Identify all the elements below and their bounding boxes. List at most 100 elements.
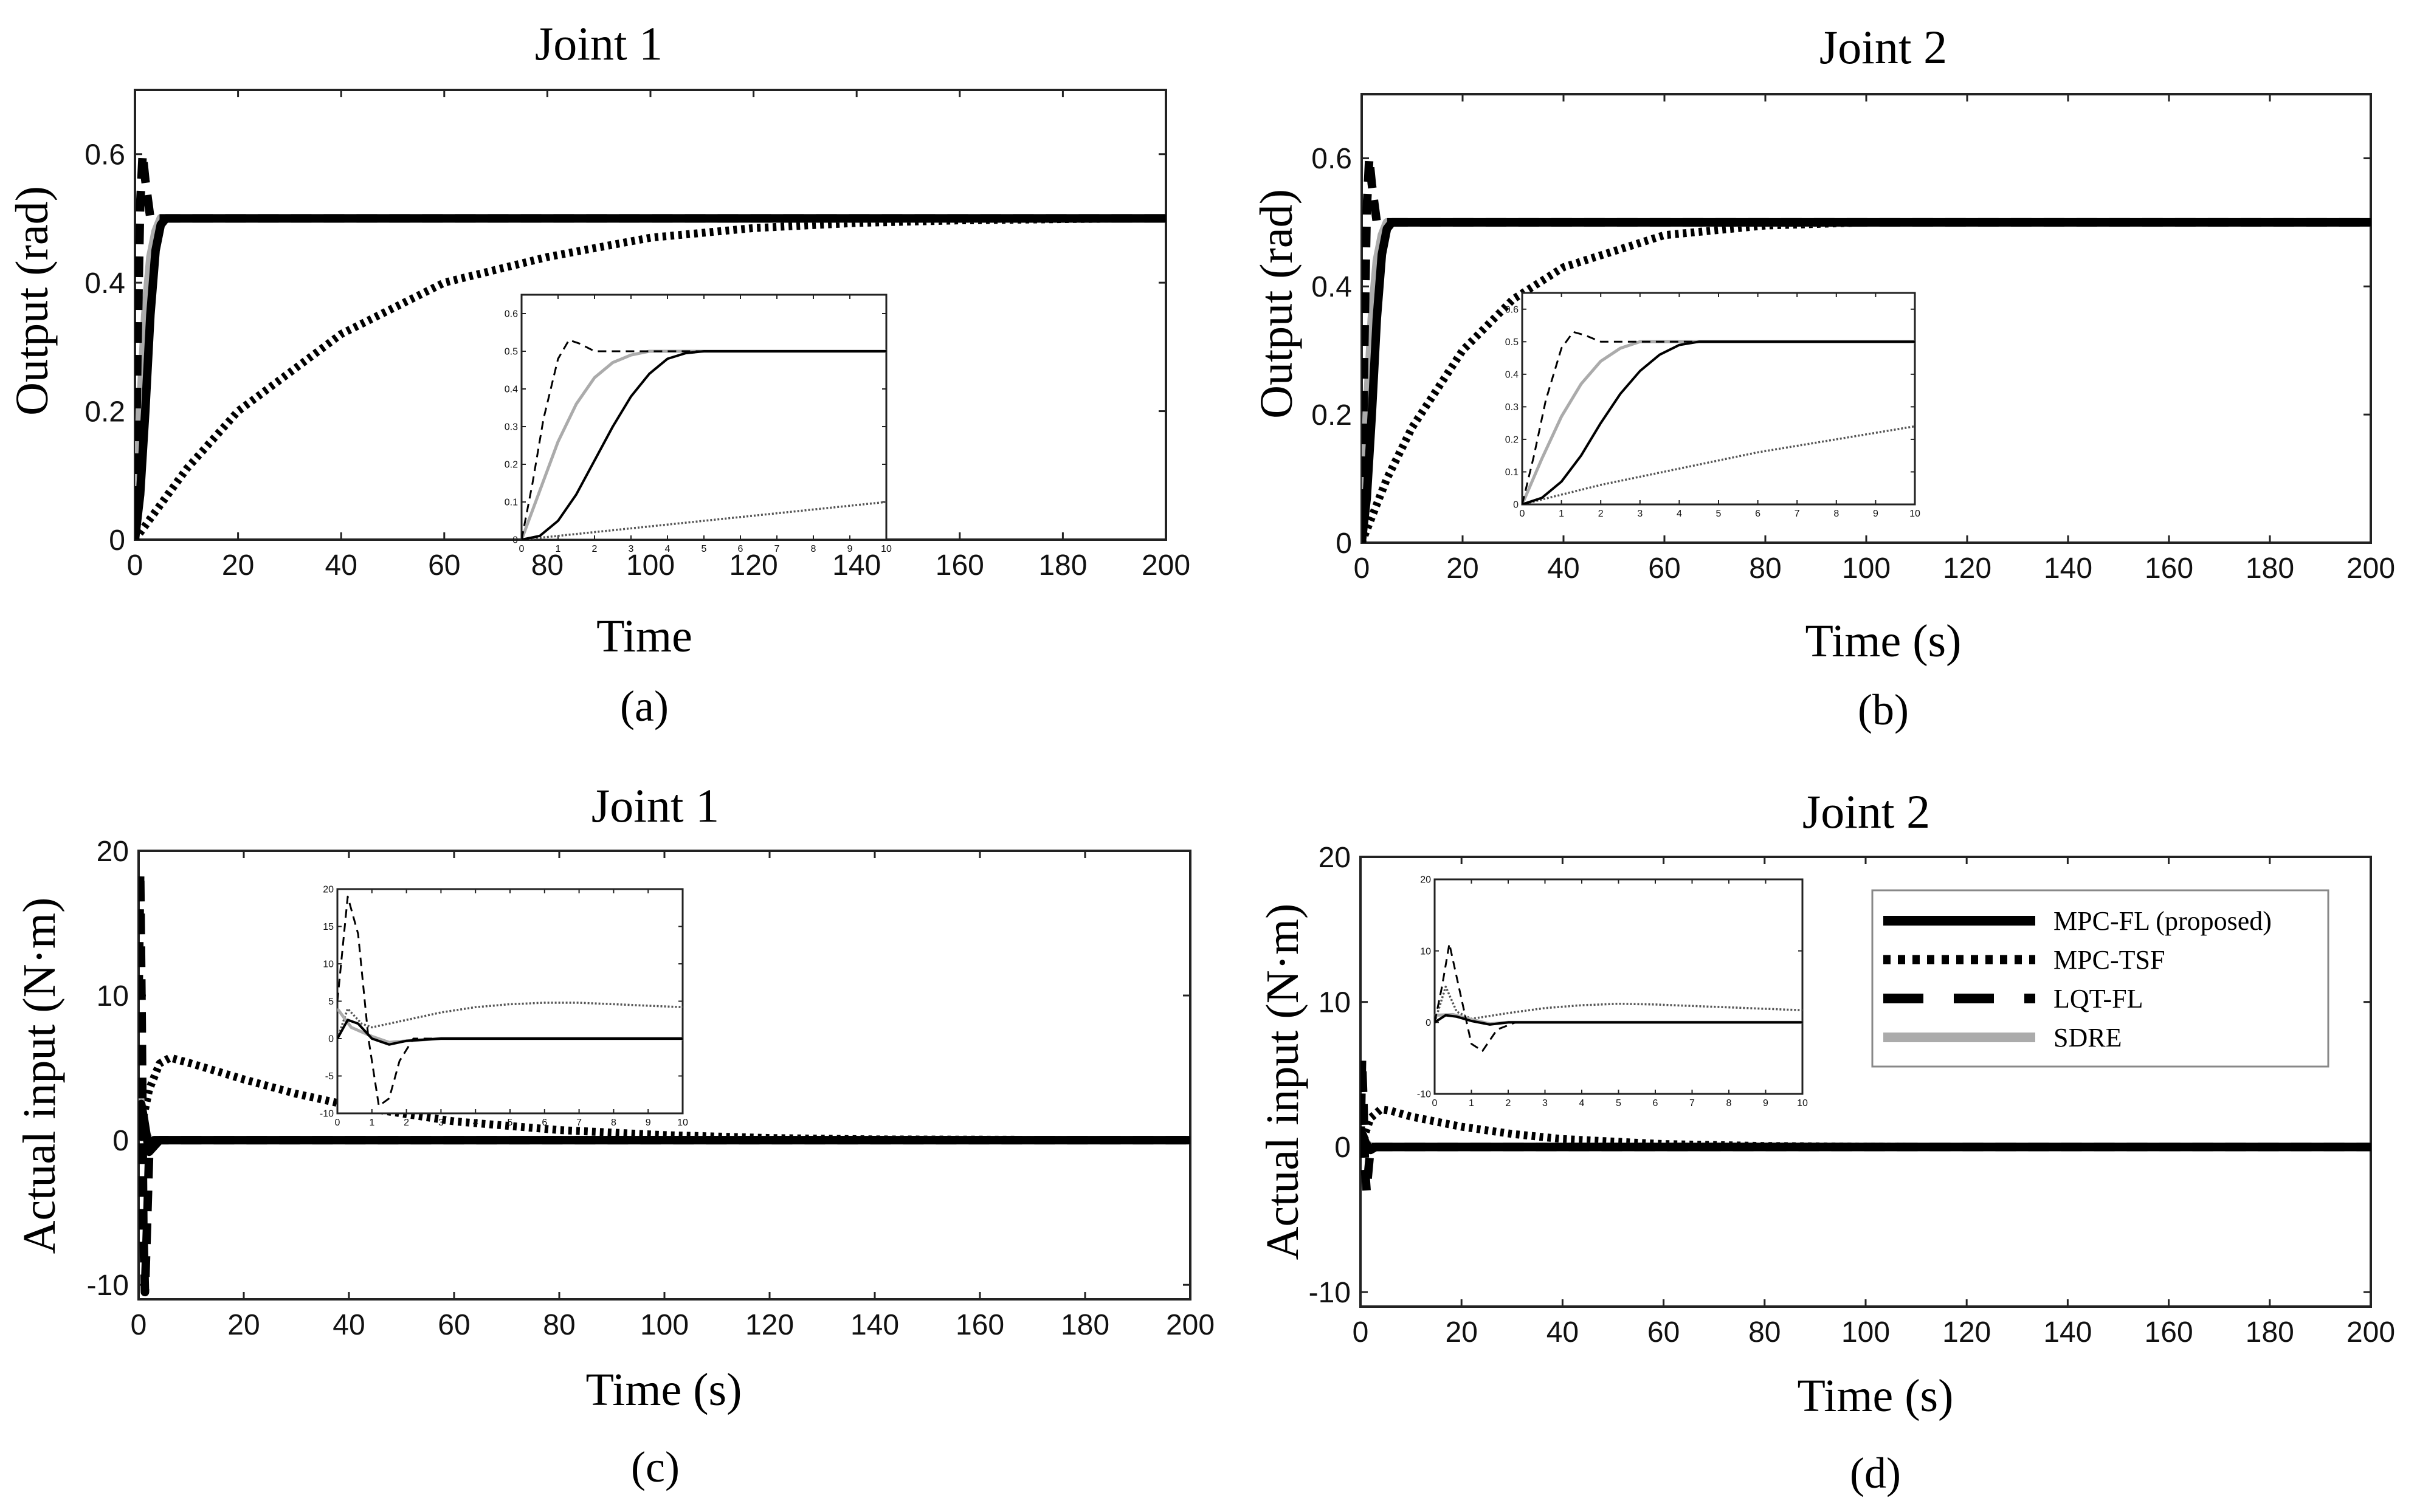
panel-title: Joint 2 (1819, 21, 1947, 74)
series-mpc-tsf (1360, 1105, 2371, 1151)
inset-x-tick-label: 5 (1716, 509, 1722, 519)
inset-x-tick-label: 1 (1559, 509, 1564, 519)
x-tick-label: 20 (1446, 552, 1478, 585)
x-tick-label: 160 (2145, 552, 2193, 585)
x-tick-label: 100 (640, 1309, 689, 1341)
x-tick-label: 140 (832, 549, 881, 582)
inset-x-tick-label: 3 (629, 544, 634, 554)
inset-y-tick-label: -10 (320, 1109, 334, 1119)
x-tick-label: 0 (1353, 1316, 1369, 1349)
x-axis-label: Time (s) (1805, 616, 1962, 667)
x-tick-label: 120 (729, 549, 778, 582)
y-tick-label: 0 (1334, 1132, 1351, 1164)
x-tick-label: 180 (2246, 1316, 2294, 1349)
inset-y-tick-label: 0.5 (1505, 337, 1519, 348)
x-tick-label: 40 (333, 1309, 365, 1341)
inset-series-mpc-fl-proposed (337, 1019, 683, 1046)
y-axis-label: Actual input (N·m) (14, 898, 65, 1254)
inset-x-tick-label: 2 (404, 1118, 409, 1128)
inset-x-tick-label: 1 (556, 544, 561, 554)
inset-y-tick-label: 0 (512, 535, 518, 546)
inset-x-tick-label: 3 (1637, 509, 1643, 519)
inset-x-tick-label: 8 (1833, 509, 1839, 519)
y-axis-label: Output (rad) (1251, 189, 1302, 419)
x-tick-label: 80 (1749, 552, 1781, 585)
inset-plot: 0 1 2 3 4 5 6 7 8 9 10 -10 -5 0 5 10 15 20 (320, 885, 688, 1128)
y-tick-label: 0 (109, 524, 125, 557)
panel-title: Joint 1 (535, 17, 663, 70)
y-tick-label: 20 (97, 836, 129, 868)
x-tick-label: 0 (131, 1309, 147, 1341)
x-axis-label: Time (596, 611, 692, 662)
x-tick-label: 20 (227, 1309, 260, 1341)
y-tick-label: -10 (87, 1270, 129, 1302)
inset-x-tick-label: 0 (519, 544, 525, 554)
x-tick-label: 120 (1942, 1316, 1991, 1349)
inset-series-mpc-fl-proposed (522, 350, 886, 540)
inset-plot-frame (520, 294, 888, 541)
panel-label: (d) (1850, 1449, 1901, 1497)
x-tick-label: 160 (936, 549, 984, 582)
inset-x-tick-label: 4 (665, 544, 671, 554)
inset-y-tick-label: 5 (328, 997, 334, 1007)
x-tick-label: 80 (531, 549, 564, 582)
inset-x-tick-label: 10 (881, 544, 892, 554)
inset-x-tick-label: 8 (611, 1118, 616, 1128)
inset-x-tick-label: 2 (1598, 509, 1604, 519)
x-tick-label: 140 (850, 1309, 899, 1341)
inset-y-tick-label: 0.3 (505, 422, 518, 433)
x-tick-label: 80 (543, 1309, 575, 1341)
inset-x-tick-label: 9 (1763, 1098, 1768, 1108)
y-tick-label: 0.6 (1311, 143, 1352, 175)
inset-series-mpc-tsf (1435, 985, 1802, 1023)
x-tick-label: 200 (1142, 549, 1190, 582)
inset-series-lqt-fl (522, 338, 886, 540)
legend: MPC-FL (proposed) MPC-TSF LQT-FL SDRE (1871, 889, 2329, 1068)
x-tick-label: 60 (1647, 1316, 1680, 1349)
inset-y-tick-label: 20 (323, 885, 334, 895)
inset-x-tick-label: 0 (1520, 509, 1525, 519)
inset-x-tick-label: 7 (774, 544, 780, 554)
inset-x-tick-label: 6 (542, 1118, 547, 1128)
inset-y-tick-label: 0.6 (505, 309, 518, 320)
series-lqt-fl (1362, 154, 2371, 543)
y-tick-label: -10 (1309, 1277, 1351, 1309)
inset-x-tick-label: 5 (1616, 1098, 1621, 1108)
inset-series-mpc-tsf (522, 501, 886, 540)
x-tick-label: 160 (2145, 1316, 2193, 1349)
x-tick-label: 0 (127, 549, 143, 582)
x-tick-label: 40 (1547, 552, 1579, 585)
inset-x-tick-label: 10 (1909, 509, 1920, 519)
inset-y-tick-label: 0.5 (505, 347, 518, 357)
y-tick-label: 0.4 (1311, 271, 1352, 303)
inset-x-tick-label: 2 (1506, 1098, 1511, 1108)
y-axis-label: Actual input (N·m) (1257, 904, 1308, 1260)
x-tick-label: 100 (626, 549, 675, 582)
inset-y-tick-label: 0 (328, 1034, 334, 1045)
x-axis-label: Time (s) (1798, 1370, 1954, 1421)
inset-y-tick-label: 0.3 (1505, 402, 1519, 413)
inset-x-tick-label: 1 (369, 1118, 374, 1128)
panel-title: Joint 2 (1802, 785, 1930, 838)
inset-y-tick-label: 20 (1420, 875, 1431, 885)
inset-series-mpc-tsf (337, 1002, 683, 1039)
x-tick-label: 160 (956, 1309, 1004, 1341)
panel-label: (b) (1858, 686, 1909, 734)
x-tick-label: 100 (1841, 1316, 1890, 1349)
inset-series-lqt-fl (337, 895, 683, 1107)
inset-x-tick-label: 7 (576, 1118, 582, 1128)
inset-x-tick-label: 2 (592, 544, 598, 554)
x-tick-label: 200 (2346, 552, 2395, 585)
inset-y-tick-label: 0.2 (505, 460, 518, 470)
inset-series-lqt-fl (1522, 331, 1915, 504)
inset-x-tick-label: 3 (1542, 1098, 1548, 1108)
x-tick-label: 20 (222, 549, 254, 582)
inset-x-tick-label: 1 (1469, 1098, 1474, 1108)
inset-x-tick-label: 10 (1797, 1098, 1808, 1108)
inset-series-mpc-tsf (1522, 425, 1915, 504)
inset-y-tick-label: -5 (325, 1071, 334, 1082)
panel-label: (a) (620, 682, 669, 730)
